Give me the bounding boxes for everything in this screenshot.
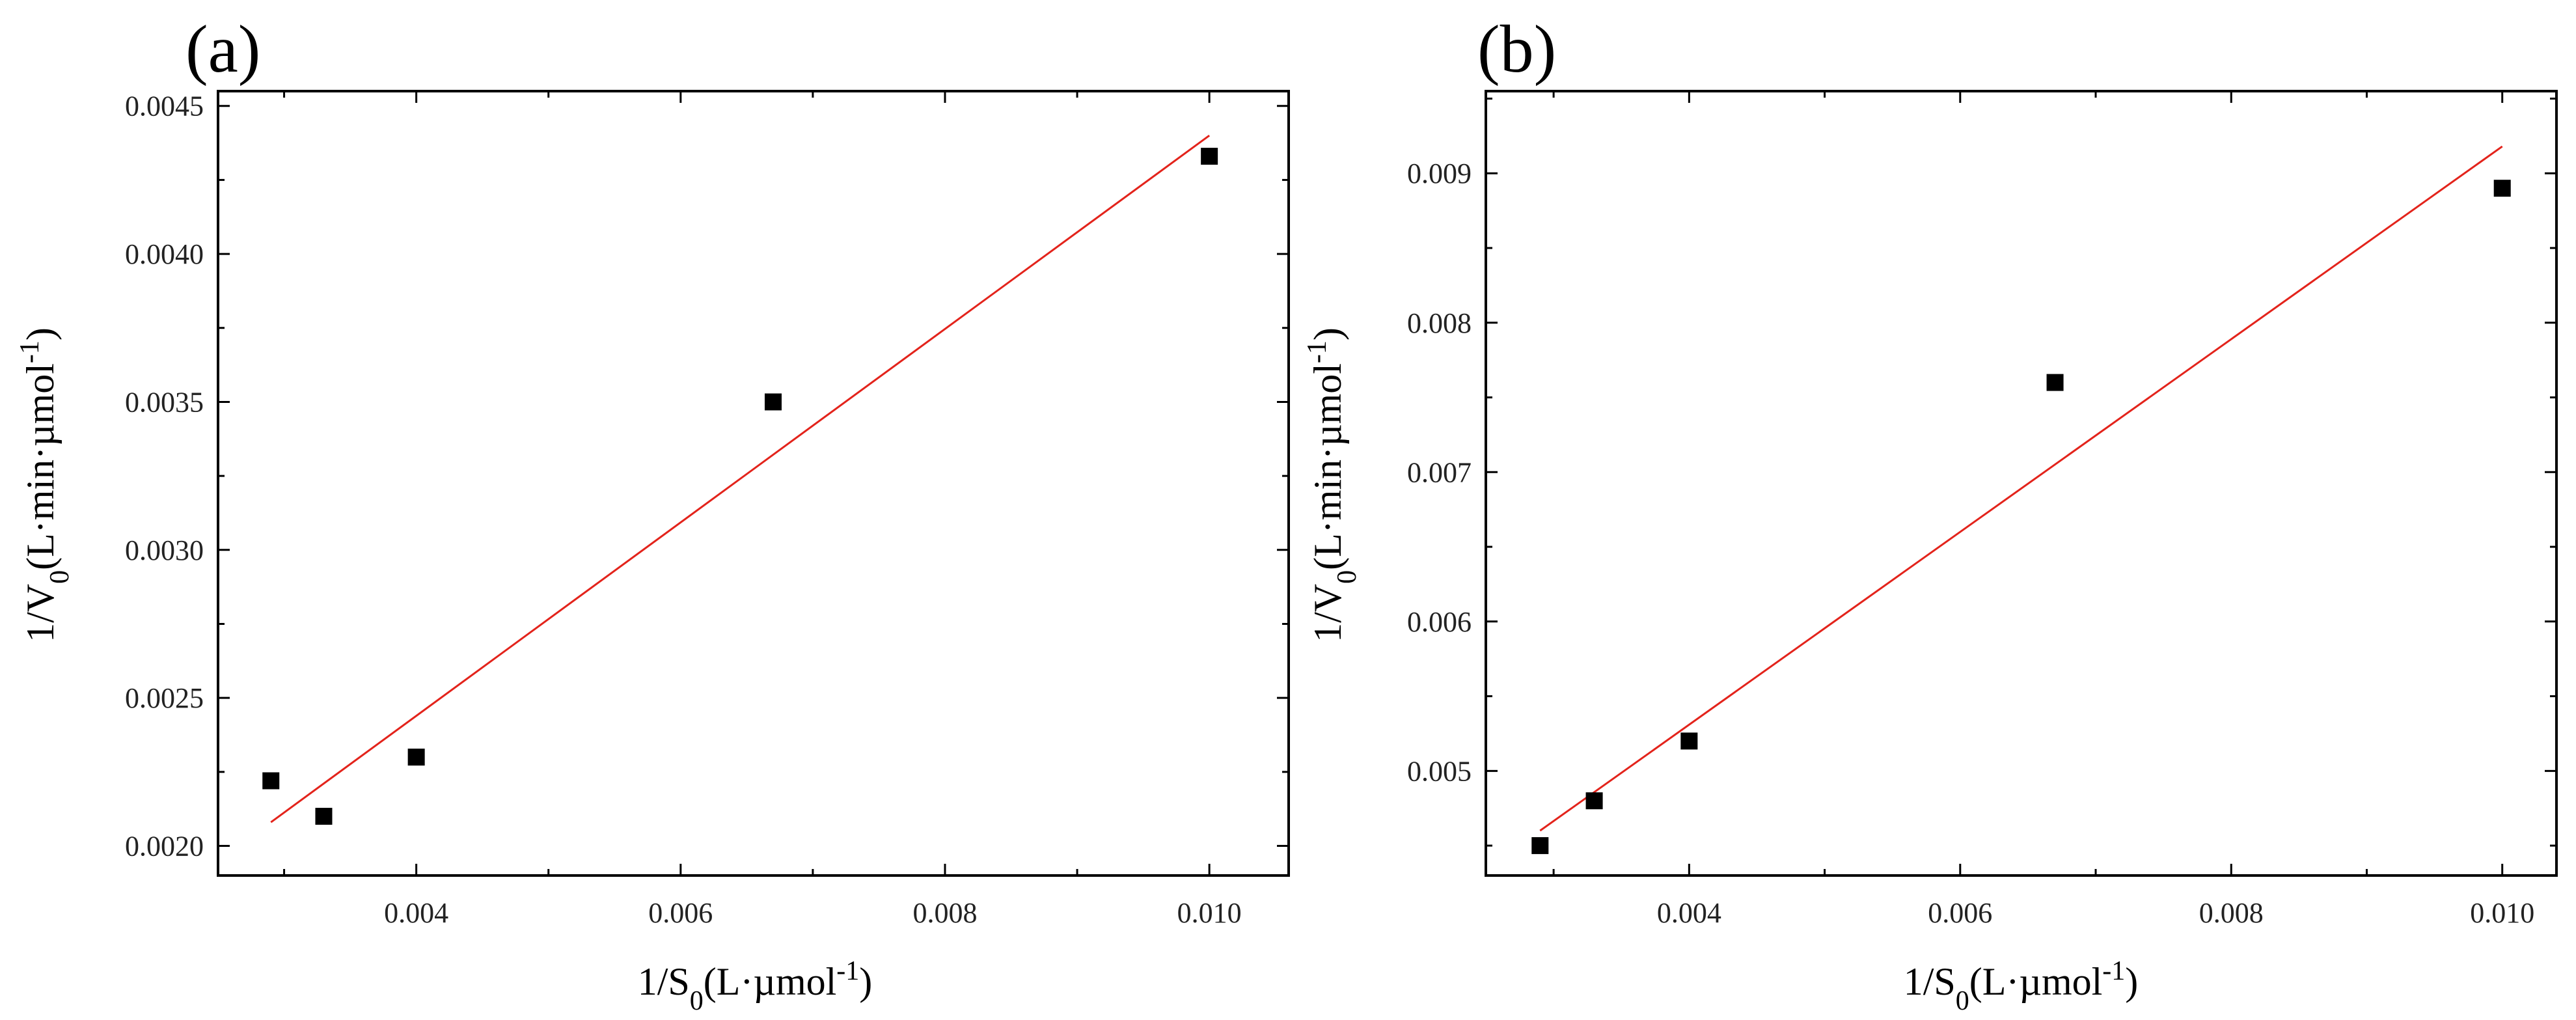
x-axis-title: 1/S0(L·µmol-1) — [1904, 956, 2139, 1016]
y-tick-label: 0.0045 — [125, 90, 204, 122]
chart-panel-a: (a) 0.004 0.006 0.008 0.0100.00200.00250.00… — [15, 12, 1290, 1016]
data-points — [262, 148, 1218, 825]
data-point — [315, 808, 333, 825]
chart-panel-b: (b) 0.004 0.006 0.008 0.0100.0050.0060.0070… — [1302, 12, 2558, 1016]
data-point — [262, 772, 280, 790]
fit-line-group — [270, 134, 1211, 823]
x-tick-label: 0.006 — [1928, 897, 1992, 929]
fit-line-group — [1539, 145, 2503, 832]
y-tick-label: 0.0025 — [125, 682, 204, 714]
x-tick-label: 0.010 — [2470, 897, 2534, 929]
data-point — [1531, 837, 1549, 855]
x-tick-label: 0.010 — [1177, 897, 1242, 929]
y-tick-label: 0.0035 — [125, 386, 204, 418]
data-point — [2493, 180, 2511, 197]
x-tick-label: 0.008 — [912, 897, 977, 929]
plot-frame — [217, 90, 1290, 877]
data-point — [1585, 792, 1603, 810]
x-tick-label: 0.008 — [2199, 897, 2264, 929]
fit-line — [1539, 145, 2503, 832]
x-tick-label: 0.004 — [384, 897, 448, 929]
x-tick-label: 0.004 — [1657, 897, 1721, 929]
y-tick-label: 0.009 — [1407, 158, 1472, 189]
y-tick-label: 0.0030 — [125, 534, 204, 566]
data-point — [407, 749, 425, 766]
axis-ticks: 0.004 0.006 0.008 0.010 0.005 0.006 0.007 0.008… — [1407, 91, 2556, 929]
data-point — [764, 393, 782, 411]
axis-ticks: 0.004 0.006 0.008 0.010 0.0020 0.0025 0.0030 0.… — [125, 90, 1289, 929]
plot-frame — [1485, 90, 2558, 877]
y-axis-title: 1/V0(L·min·µmol-1) — [1302, 327, 1362, 642]
y-tick-label: 0.006 — [1407, 606, 1472, 638]
data-point — [1680, 732, 1698, 750]
data-point — [2046, 374, 2064, 391]
panel-label: (b) — [1477, 12, 1556, 87]
x-axis-title: 1/S0(L·µmol-1) — [638, 956, 873, 1016]
y-tick-label: 0.008 — [1407, 307, 1472, 339]
y-axis-title: 1/V0(L·min·µmol-1) — [15, 327, 75, 642]
y-tick-label: 0.005 — [1407, 755, 1472, 787]
panel-label: (a) — [185, 12, 260, 87]
y-tick-label: 0.007 — [1407, 456, 1472, 488]
data-points — [1531, 180, 2511, 855]
fit-line — [270, 134, 1211, 823]
y-tick-label: 0.0020 — [125, 831, 204, 862]
y-tick-label: 0.0040 — [125, 238, 204, 270]
data-point — [1201, 148, 1218, 165]
x-tick-label: 0.006 — [648, 897, 713, 929]
